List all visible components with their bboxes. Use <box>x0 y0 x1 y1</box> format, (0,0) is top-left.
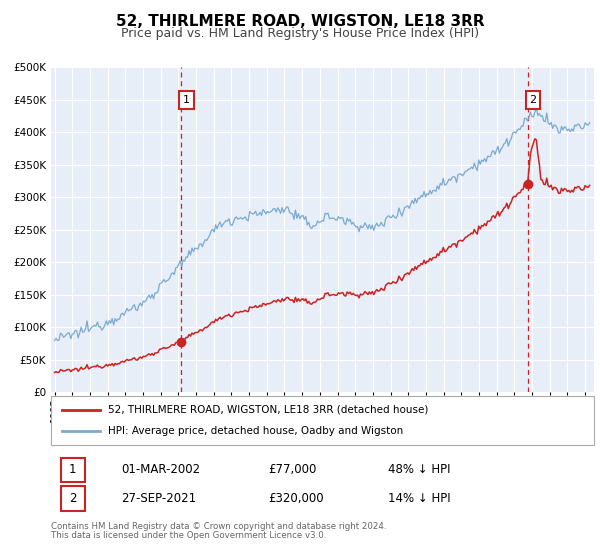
Text: 1: 1 <box>183 95 190 105</box>
Text: 52, THIRLMERE ROAD, WIGSTON, LE18 3RR (detached house): 52, THIRLMERE ROAD, WIGSTON, LE18 3RR (d… <box>108 405 428 415</box>
FancyBboxPatch shape <box>61 458 85 482</box>
Text: £320,000: £320,000 <box>268 492 324 505</box>
Text: £77,000: £77,000 <box>268 463 317 477</box>
Text: 27-SEP-2021: 27-SEP-2021 <box>122 492 197 505</box>
Text: 2: 2 <box>69 492 76 505</box>
Text: 52, THIRLMERE ROAD, WIGSTON, LE18 3RR: 52, THIRLMERE ROAD, WIGSTON, LE18 3RR <box>116 14 484 29</box>
Text: 01-MAR-2002: 01-MAR-2002 <box>122 463 201 477</box>
Text: 48% ↓ HPI: 48% ↓ HPI <box>388 463 450 477</box>
Text: Contains HM Land Registry data © Crown copyright and database right 2024.: Contains HM Land Registry data © Crown c… <box>51 522 386 531</box>
FancyBboxPatch shape <box>61 487 85 511</box>
Text: 14% ↓ HPI: 14% ↓ HPI <box>388 492 450 505</box>
Text: 1: 1 <box>69 463 76 477</box>
FancyBboxPatch shape <box>51 396 594 445</box>
Text: 2: 2 <box>529 95 536 105</box>
Text: HPI: Average price, detached house, Oadby and Wigston: HPI: Average price, detached house, Oadb… <box>108 426 403 436</box>
Text: This data is licensed under the Open Government Licence v3.0.: This data is licensed under the Open Gov… <box>51 531 326 540</box>
Text: Price paid vs. HM Land Registry's House Price Index (HPI): Price paid vs. HM Land Registry's House … <box>121 27 479 40</box>
